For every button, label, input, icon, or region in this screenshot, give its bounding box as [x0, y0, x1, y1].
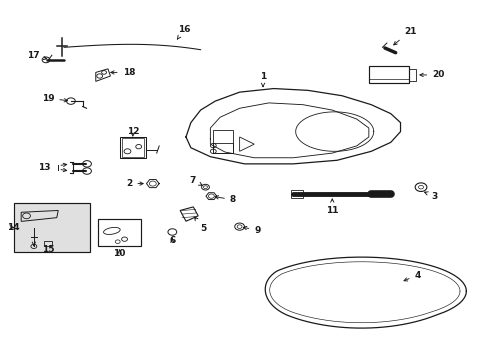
Text: 13: 13 — [38, 163, 50, 172]
Text: 20: 20 — [419, 71, 444, 80]
Text: 14: 14 — [7, 223, 20, 232]
Text: 8: 8 — [215, 195, 236, 204]
Text: 11: 11 — [325, 199, 338, 215]
Bar — [368, 66, 408, 83]
Bar — [290, 190, 303, 198]
Bar — [122, 138, 144, 157]
Text: 21: 21 — [393, 27, 416, 45]
Text: 15: 15 — [42, 246, 55, 255]
Bar — [120, 137, 145, 158]
Text: 5: 5 — [194, 217, 206, 233]
Text: 9: 9 — [243, 226, 260, 235]
Text: 4: 4 — [403, 270, 420, 281]
Bar — [43, 241, 52, 246]
Text: 18: 18 — [111, 68, 135, 77]
Text: 7: 7 — [189, 176, 202, 185]
Bar — [212, 143, 233, 153]
Text: 10: 10 — [113, 249, 125, 258]
Bar — [98, 220, 141, 246]
Bar — [408, 69, 415, 81]
Bar — [212, 130, 233, 153]
Text: 2: 2 — [126, 179, 143, 188]
Text: 6: 6 — [169, 237, 175, 246]
Text: 17: 17 — [27, 51, 47, 60]
Text: 1: 1 — [260, 72, 265, 86]
Bar — [14, 203, 90, 252]
Text: 19: 19 — [41, 94, 67, 103]
Text: 12: 12 — [126, 127, 139, 136]
Text: 3: 3 — [424, 192, 437, 201]
Text: 16: 16 — [177, 25, 190, 39]
